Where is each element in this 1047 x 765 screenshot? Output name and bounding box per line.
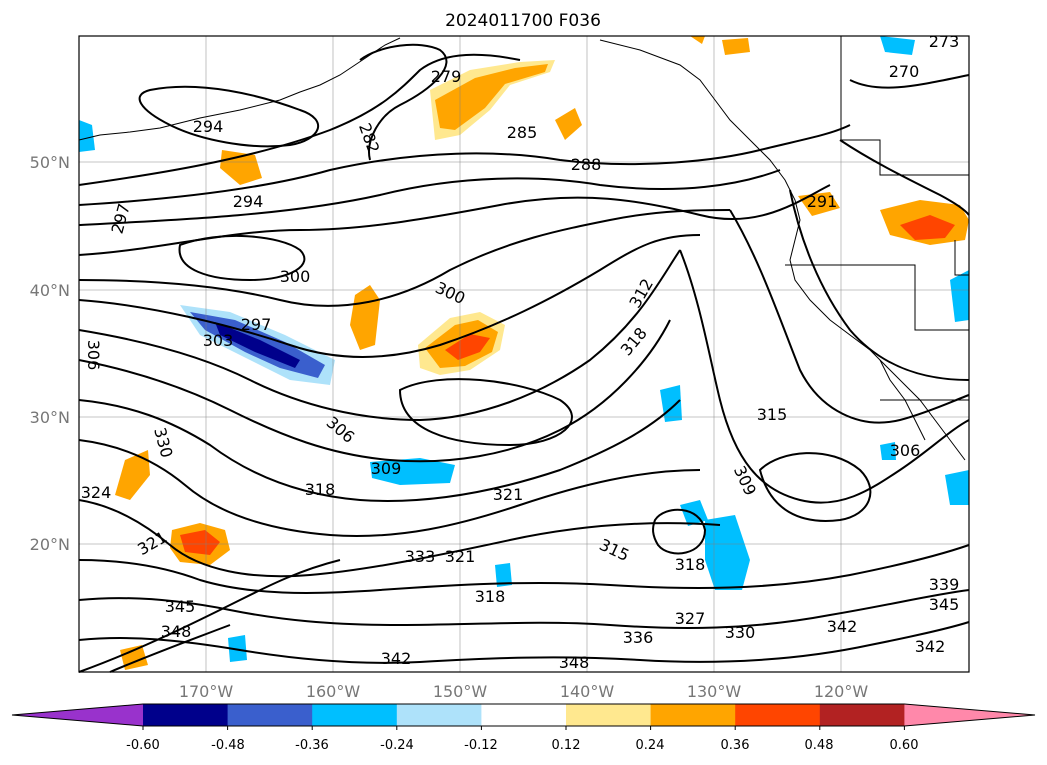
latitude-labels: 50°N 40°N 30°N 20°N [30, 153, 70, 554]
contour-label: 306 [84, 340, 103, 371]
contour-label: 291 [807, 192, 838, 211]
colorbar-tick-labels: -0.60 -0.48 -0.36 -0.24 -0.12 0.12 0.24 … [126, 738, 918, 753]
colorbar-tick-label: -0.36 [295, 738, 329, 753]
contour-label: 342 [381, 649, 412, 668]
contour-label: 279 [431, 67, 462, 86]
lon-label: 160°W [306, 682, 361, 701]
colorbar-tick-label: 0.12 [552, 738, 581, 753]
colorbar-extend-low [12, 704, 143, 726]
contour-label: 273 [929, 32, 960, 51]
contour-label: 345 [165, 597, 196, 616]
map-title: 2024011700 F036 [445, 11, 601, 31]
colorbar-segment [227, 704, 313, 726]
colorbar-tick-label: 0.24 [636, 738, 665, 753]
colorbar-segment [481, 704, 567, 726]
lon-label: 140°W [560, 682, 615, 701]
lat-label: 50°N [30, 153, 70, 172]
contour-lines [78, 43, 970, 673]
coastlines [78, 36, 969, 461]
lat-label: 40°N [30, 281, 70, 300]
contour-label: 288 [571, 155, 602, 174]
colorbar-segment [735, 704, 821, 726]
contour-label: 342 [915, 637, 946, 656]
contour-label: 300 [280, 267, 311, 286]
colorbar [11, 703, 1036, 730]
colorbar-tick-label: 0.48 [805, 738, 834, 753]
colorbar-tick-label: -0.24 [380, 738, 414, 753]
contour-label: 318 [475, 587, 506, 606]
contour-label: 336 [623, 628, 654, 647]
contour-label: 306 [890, 441, 921, 460]
map-frame [78, 35, 970, 673]
contour-label: 270 [889, 62, 920, 81]
contour-label: 330 [725, 623, 756, 642]
contour-label: 333 [405, 547, 436, 566]
lon-label: 170°W [179, 682, 234, 701]
map-panel: 279 282 285 288 294 294 297 297 300 300 … [78, 32, 970, 673]
contour-label: 294 [193, 117, 224, 136]
contour-label: 303 [203, 331, 234, 350]
colorbar-segment [566, 704, 652, 726]
contour-label: 315 [757, 405, 788, 424]
contour-label: 339 [929, 575, 960, 594]
lat-label: 30°N [30, 408, 70, 427]
longitude-labels: 170°W 160°W 150°W 140°W 130°W 120°W [179, 682, 869, 701]
contour-label: 297 [241, 315, 272, 334]
contour-label: 342 [827, 617, 858, 636]
lon-label: 150°W [433, 682, 488, 701]
colorbar-tick-label: -0.60 [126, 738, 160, 753]
contour-label: 309 [371, 459, 402, 478]
colorbar-tick-label: 0.36 [721, 738, 750, 753]
lon-label: 120°W [814, 682, 869, 701]
contour-label: 327 [675, 609, 706, 628]
contour-label: 348 [559, 653, 590, 672]
contour-label: 294 [233, 192, 264, 211]
colorbar-extend-high [904, 704, 1035, 726]
colorbar-segment [819, 704, 905, 726]
contour-label: 324 [81, 483, 112, 502]
contour-label: 321 [445, 547, 476, 566]
contour-label: 348 [161, 622, 192, 641]
colorbar-segment [650, 704, 736, 726]
colorbar-segment [143, 704, 229, 726]
lat-label: 20°N [30, 535, 70, 554]
colorbar-segment [396, 704, 482, 726]
contour-label: 345 [929, 595, 960, 614]
shading [79, 36, 969, 670]
contour-label: 318 [675, 555, 706, 574]
contour-label: 318 [305, 480, 336, 499]
contour-label: 321 [493, 485, 524, 504]
colorbar-segment [312, 704, 398, 726]
colorbar-tick-label: -0.12 [464, 738, 498, 753]
lon-label: 130°W [687, 682, 742, 701]
contour-label: 285 [507, 123, 538, 142]
colorbar-tick-label: -0.48 [211, 738, 245, 753]
colorbar-tick-label: 0.60 [890, 738, 919, 753]
